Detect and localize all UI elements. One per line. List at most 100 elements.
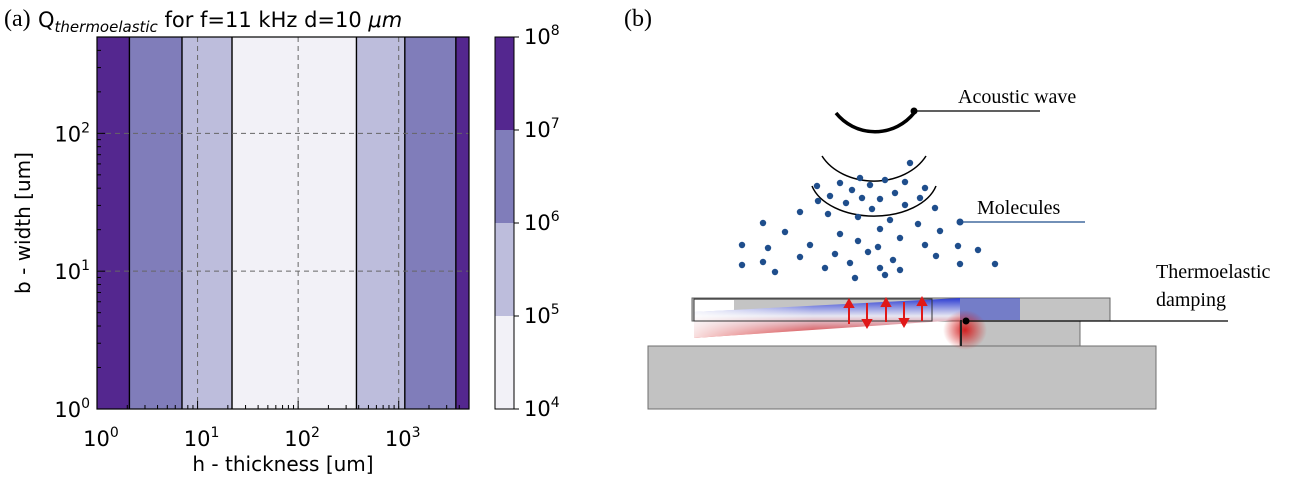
molecule — [821, 264, 829, 272]
heatmap-band — [356, 37, 405, 409]
molecule — [759, 258, 767, 266]
colorbar-tick-label: 107 — [524, 116, 560, 142]
molecule — [901, 178, 909, 186]
heat-flow-arrows — [843, 295, 928, 330]
molecule — [876, 225, 884, 233]
colorbar-tick-label: 106 — [524, 209, 560, 235]
heatmap-band — [404, 37, 456, 409]
molecule — [764, 244, 772, 252]
molecule — [851, 274, 859, 282]
anchor-hot-zone — [943, 310, 987, 350]
molecule — [858, 194, 866, 202]
molecule — [854, 237, 862, 245]
molecule — [868, 205, 876, 213]
heatmap-band — [181, 37, 233, 409]
colorbar-level — [495, 37, 514, 130]
molecule — [921, 241, 929, 249]
x-tick-label: 100 — [83, 425, 119, 451]
x-axis-label: h - thickness [um] — [192, 452, 373, 476]
molecule — [848, 186, 856, 194]
molecules-label: Molecules — [977, 197, 1061, 219]
molecule — [881, 271, 889, 279]
molecule — [916, 194, 924, 202]
thermoelastic-label-2: damping — [1156, 289, 1226, 311]
molecule — [891, 189, 899, 197]
y-tick-labels: 100 101 102 — [54, 120, 90, 422]
molecule — [842, 199, 850, 207]
x-tick-labels: 100 101 102 103 — [83, 425, 420, 451]
y-axis-label: b - width [um] — [11, 152, 35, 294]
molecule — [836, 179, 844, 187]
acoustic-wave-arc-1 — [834, 111, 916, 134]
molecules — [738, 159, 999, 282]
molecule — [759, 219, 767, 227]
molecule — [738, 241, 746, 249]
molecule — [824, 210, 832, 218]
molecule — [836, 230, 844, 238]
molecule — [846, 259, 854, 267]
colorbar — [495, 37, 514, 409]
acoustic-wave-dot — [910, 107, 918, 115]
colorbar-ticks: 104 105 106 107 108 — [514, 23, 560, 421]
molecule — [954, 242, 962, 250]
acoustic-wave-arc-3 — [811, 185, 937, 217]
heatmap-band — [232, 37, 357, 409]
molecule — [921, 184, 929, 192]
substrate — [647, 345, 1157, 410]
heatmap-band — [455, 37, 469, 409]
molecule — [936, 227, 944, 235]
colorbar-tick-label: 104 — [524, 395, 560, 421]
molecule — [864, 248, 872, 256]
heatmap-band — [129, 37, 182, 409]
molecule — [932, 252, 940, 260]
molecule — [771, 268, 779, 276]
molecule — [876, 264, 884, 272]
heatmap-band — [97, 37, 130, 409]
molecule — [806, 241, 814, 249]
molecule — [881, 176, 889, 184]
molecule — [781, 228, 789, 236]
x-tick-label: 102 — [284, 425, 320, 451]
molecule — [886, 216, 894, 224]
colorbar-tick-label: 108 — [524, 23, 560, 49]
thermoelastic-dot — [962, 317, 970, 325]
colorbar-level — [495, 223, 514, 316]
y-tick-label: 102 — [54, 120, 90, 146]
panel-b-label: (b) — [624, 6, 652, 32]
molecule — [866, 181, 874, 189]
grid-lines — [97, 37, 469, 409]
anchor-edge — [960, 320, 962, 346]
molecule — [874, 243, 882, 251]
molecule — [906, 159, 914, 167]
molecule — [738, 261, 746, 269]
colorbar-level — [495, 316, 514, 409]
colorbar-tick-label: 105 — [524, 302, 560, 328]
acoustic-wave-label: Acoustic wave — [958, 86, 1076, 108]
molecule — [796, 253, 804, 261]
molecule — [896, 266, 904, 274]
molecule — [974, 246, 982, 254]
y-tick-label: 101 — [54, 258, 90, 284]
colorbar-level — [495, 130, 514, 223]
molecules-dot — [956, 218, 964, 226]
molecule — [831, 250, 839, 258]
molecule — [856, 174, 864, 182]
x-tick-label: 103 — [385, 425, 421, 451]
molecule — [826, 192, 834, 200]
molecule — [931, 204, 939, 212]
thermoelastic-label-1: Thermoelastic — [1156, 261, 1271, 283]
molecule — [901, 201, 909, 209]
cantilever-fade — [694, 298, 960, 338]
acoustic-wave-arc-2 — [821, 155, 927, 182]
molecule — [956, 260, 964, 268]
panel-a-label: (a) — [4, 6, 31, 32]
molecule — [854, 213, 862, 221]
y-tick-label: 100 — [54, 396, 90, 422]
chart-title: Qthermoelastic for f=11 kHz d=10 μm — [38, 8, 402, 36]
molecule — [889, 256, 897, 264]
molecule — [813, 182, 821, 190]
molecule — [914, 220, 922, 228]
plot-frame — [96, 36, 470, 410]
molecule — [796, 208, 804, 216]
